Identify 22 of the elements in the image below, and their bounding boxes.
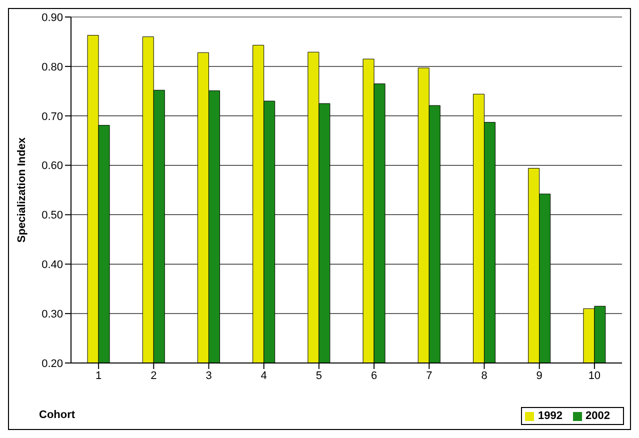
y-tick-label: 0.30: [42, 308, 63, 320]
legend-label: 1992: [538, 410, 563, 422]
x-axis-title: Cohort: [39, 409, 76, 421]
y-tick-label: 0.20: [42, 358, 63, 370]
x-tick-label: 3: [206, 370, 212, 382]
x-tick-label: 1: [95, 370, 102, 382]
x-tick-label: 6: [370, 370, 378, 382]
y-tick-label: 0.60: [42, 160, 63, 172]
x-tick-label: 9: [536, 370, 542, 382]
y-tick-label: 0.70: [42, 110, 63, 123]
x-tick-label: 7: [426, 370, 432, 382]
y-tick-label: 0.40: [42, 259, 63, 272]
x-tick-label: 2: [150, 370, 157, 382]
y-axis-title: Specialization Index: [16, 136, 28, 243]
x-tick-label: 4: [260, 370, 267, 382]
x-tick-label: 8: [481, 370, 488, 382]
y-tick-label: 0.80: [42, 61, 63, 74]
x-tick-label: 5: [316, 370, 322, 382]
y-tick-label: 0.90: [42, 12, 63, 24]
x-tick-label: 10: [588, 370, 601, 382]
y-tick-label: 0.50: [42, 210, 63, 222]
legend-label: 2002: [586, 410, 610, 422]
